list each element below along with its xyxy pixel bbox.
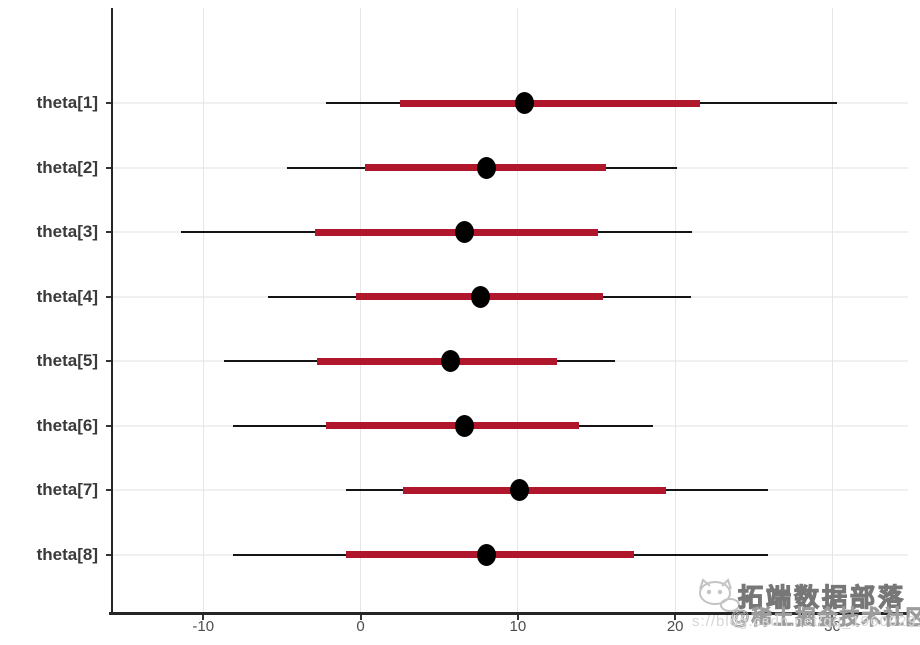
x-gridline (202, 8, 204, 612)
y-axis-tick (106, 553, 111, 556)
point-estimate-dot (454, 221, 474, 244)
point-estimate-dot (509, 479, 529, 502)
y-axis-tick (106, 231, 111, 234)
y-axis-label: theta[8] (36, 544, 98, 564)
point-estimate-dot (476, 543, 496, 566)
y-axis-tick (106, 166, 111, 169)
x-axis-tick (516, 615, 519, 620)
point-estimate-dot (470, 285, 490, 308)
inner-interval (399, 99, 701, 107)
y-axis-label: theta[4] (36, 286, 98, 306)
point-estimate-dot (440, 350, 460, 373)
x-axis-tick (674, 615, 677, 620)
inner-interval (316, 357, 558, 365)
x-axis-tick-label: 0 (356, 618, 365, 635)
x-axis-tick-label: -10 (192, 618, 215, 635)
y-axis-label: theta[3] (36, 222, 98, 242)
y-axis-tick (106, 102, 111, 104)
x-axis-line (109, 612, 908, 615)
x-gridline (674, 8, 676, 612)
x-axis-tick-label: 20 (666, 618, 684, 635)
y-axis-line (111, 8, 113, 612)
point-estimate-dot (514, 92, 534, 114)
x-axis-tick (202, 615, 205, 620)
point-estimate-dot (476, 156, 496, 179)
y-axis-tick (106, 295, 111, 298)
y-axis-label: theta[6] (36, 415, 98, 435)
point-estimate-dot (454, 414, 474, 437)
y-axis-label: theta[1] (36, 93, 98, 112)
x-axis-tick-label: 30 (824, 618, 841, 635)
x-gridline (517, 8, 519, 612)
y-axis-tick (106, 424, 111, 427)
y-axis-label: theta[2] (36, 157, 98, 177)
y-axis-label: theta[5] (36, 351, 98, 371)
x-gridline (831, 8, 833, 612)
inner-interval (403, 486, 666, 494)
y-axis-label: theta[7] (36, 480, 98, 500)
x-axis-tick (359, 615, 362, 620)
y-axis-tick (106, 489, 111, 492)
inner-interval (325, 422, 580, 430)
x-axis-tick-label: 10 (509, 618, 527, 635)
y-axis-tick (106, 360, 111, 363)
x-gridline (360, 8, 362, 612)
x-axis-tick (831, 615, 834, 620)
